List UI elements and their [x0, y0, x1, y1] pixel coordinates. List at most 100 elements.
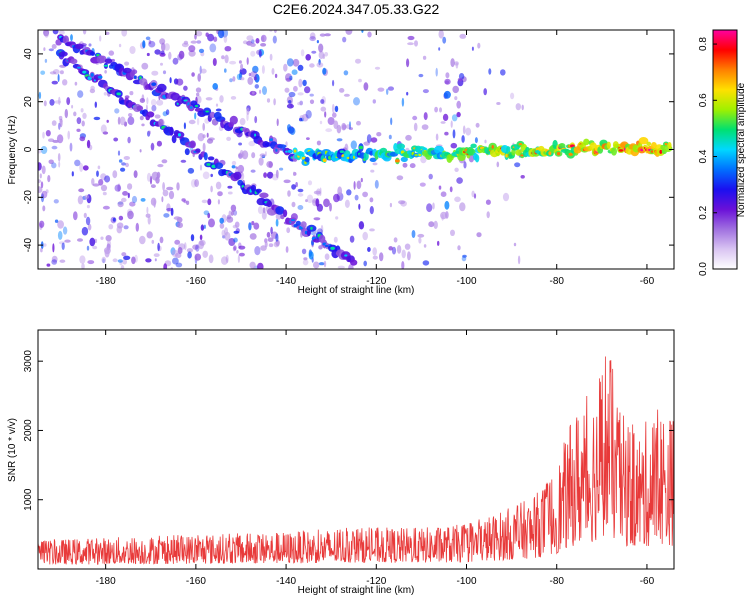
spectrogram-track-core	[548, 151, 552, 156]
colorbar-tick-label: 0.6	[698, 93, 709, 107]
spectrogram-track-core	[228, 173, 231, 177]
spectrogram-speckle	[370, 137, 378, 143]
spectrogram-speckle	[102, 258, 105, 264]
spectrogram-speckle	[117, 116, 121, 125]
spectrogram-speckle	[417, 233, 425, 238]
spectrogram-xtick-label: -100	[457, 276, 477, 287]
spectrogram-speckle	[248, 140, 256, 147]
spectrogram-speckle	[146, 97, 149, 105]
spectrogram-speckle	[123, 255, 131, 260]
spectrogram-speckle	[355, 58, 361, 64]
spectrogram-speckle	[64, 239, 71, 243]
spectrogram-speckle	[413, 122, 418, 132]
spectrogram-speckle	[248, 72, 252, 77]
spectrogram-speckle	[139, 98, 146, 103]
spectrogram-speckle	[336, 124, 342, 134]
spectrogram-speckle	[316, 40, 319, 44]
spectrogram-track-core	[254, 133, 257, 137]
spectrogram-speckle	[486, 211, 490, 219]
spectrogram-speckle	[43, 100, 47, 107]
spectrogram-speckle	[190, 234, 195, 242]
snr-ytick-label: 3000	[23, 350, 34, 373]
spectrogram-speckle	[150, 197, 157, 206]
colorbar-label: Normalized spectral amplitude	[736, 82, 747, 217]
spectrogram-speckle	[305, 199, 308, 203]
spectrogram-speckle	[297, 188, 304, 193]
colorbar-tick-label: 0.2	[698, 205, 709, 219]
spectrogram-speckle	[58, 96, 61, 106]
spectrogram-speckle	[241, 150, 249, 160]
spectrogram-speckle	[120, 265, 125, 269]
spectrogram-speckle	[165, 109, 170, 116]
spectrogram-speckle	[450, 229, 455, 236]
spectrogram-track-blob	[255, 188, 262, 193]
spectrogram-speckle	[171, 249, 179, 257]
spectrogram-speckle	[409, 163, 416, 169]
spectrogram-xtick-label: -120	[366, 276, 386, 287]
spectrogram-speckle	[411, 230, 416, 238]
snr-ticks: -180 -160 -140 -120 -100 -80 -60 1000 2000 3000	[23, 330, 674, 587]
spectrogram-speckle	[456, 100, 462, 109]
spectrogram-speckle	[473, 193, 477, 199]
spectrogram-track-blob	[468, 148, 476, 156]
spectrogram-speckle	[333, 236, 338, 243]
spectrogram-speckle	[297, 92, 304, 96]
spectrogram-speckle	[53, 199, 59, 204]
spectrogram-speckle	[318, 262, 325, 266]
spectrogram-speckle	[133, 170, 138, 179]
spectrogram-speckle	[186, 248, 193, 253]
spectrogram-speckle	[254, 84, 259, 89]
spectrogram-speckle	[266, 98, 271, 103]
spectrogram-speckle	[275, 169, 279, 179]
spectrogram-speckle	[127, 192, 130, 199]
spectrogram-xlabel: Height of straight line (km)	[298, 285, 415, 296]
spectrogram-speckle	[104, 70, 107, 74]
spectrogram-speckle	[122, 258, 127, 265]
spectrogram-speckle	[337, 186, 343, 196]
spectrogram-speckle	[362, 231, 369, 241]
spectrogram-speckle	[334, 105, 339, 113]
spectrogram-speckle	[79, 136, 86, 142]
spectrogram-speckle	[485, 199, 491, 205]
spectrogram-speckle	[238, 245, 246, 250]
spectrogram-speckle	[62, 226, 68, 235]
spectrogram-speckle	[81, 263, 85, 269]
spectrogram-speckle	[500, 69, 506, 76]
spectrogram-speckle	[496, 102, 501, 105]
spectrogram-speckle	[59, 118, 63, 128]
spectrogram-speckle	[212, 83, 218, 90]
spectrogram-speckle	[43, 30, 50, 37]
spectrogram-speckle	[268, 243, 274, 248]
spectrogram-speckle	[374, 66, 381, 70]
spectrogram-speckle	[81, 226, 89, 236]
spectrogram-speckle	[40, 181, 44, 189]
spectrogram-speckle	[163, 263, 168, 269]
spectrogram-speckle	[187, 167, 195, 174]
spectrogram-speckle	[309, 99, 315, 105]
spectrogram-speckle	[217, 199, 220, 205]
spectrogram-speckle	[414, 40, 418, 47]
spectrogram-speckle	[194, 179, 200, 188]
spectrogram-speckle	[97, 165, 101, 170]
spectrogram-speckle	[140, 198, 146, 202]
spectrogram-speckle	[370, 169, 375, 173]
spectrogram-xtick-label: -60	[640, 276, 655, 287]
spectrogram-speckle	[39, 173, 42, 179]
spectrogram-speckle	[196, 117, 200, 126]
spectrogram-speckle	[67, 130, 70, 140]
spectrogram-speckle	[228, 210, 232, 218]
spectrogram-speckle	[291, 69, 298, 75]
spectrogram-track-core	[103, 64, 109, 67]
spectrogram-speckle	[141, 123, 145, 127]
spectrogram-speckle	[401, 261, 405, 269]
spectrogram-speckle	[318, 245, 323, 250]
spectrogram-track-core	[301, 156, 306, 160]
spectrogram-speckle	[289, 127, 296, 135]
spectrogram-speckle	[353, 97, 360, 106]
spectrogram-speckle	[520, 175, 525, 179]
spectrogram-speckle	[345, 124, 352, 129]
spectrogram-speckle	[44, 31, 49, 38]
spectrogram-speckle	[254, 73, 260, 83]
spectrogram-speckle	[153, 253, 160, 257]
spectrogram-speckle	[177, 247, 183, 254]
